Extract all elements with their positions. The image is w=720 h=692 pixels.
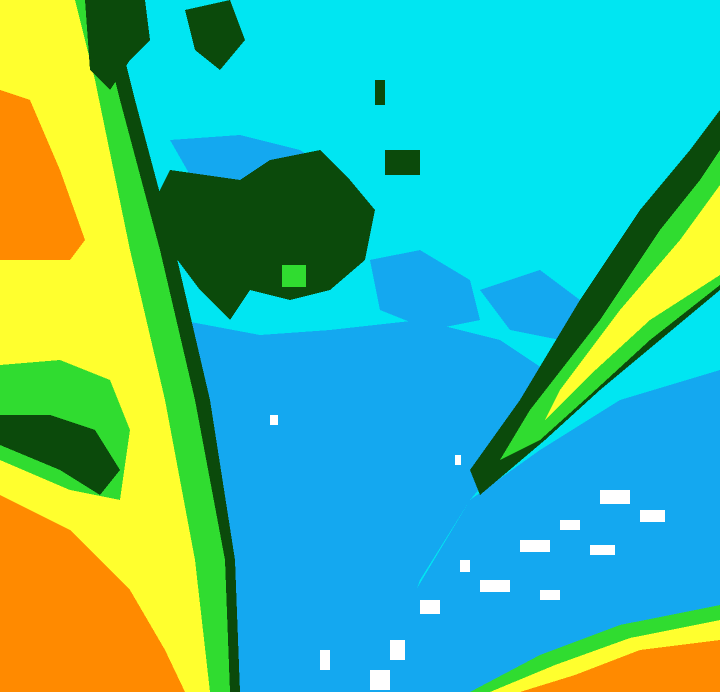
speckle	[370, 670, 390, 690]
dark-green-patch	[385, 150, 420, 175]
dark-green-band	[470, 110, 720, 495]
orange-region	[0, 495, 185, 692]
green-strip	[75, 0, 230, 692]
speckle	[480, 580, 510, 592]
speckle	[420, 600, 440, 614]
orange-region	[0, 90, 85, 260]
speckle	[455, 455, 461, 465]
speckle	[270, 415, 278, 425]
dark-green-blob	[150, 150, 375, 320]
green-patch	[282, 265, 306, 287]
blue-region	[370, 370, 720, 692]
speckle	[520, 540, 550, 552]
white-speckles	[270, 415, 665, 690]
green-band	[500, 150, 720, 460]
dark-green-blob	[0, 415, 120, 495]
orange-shore	[520, 640, 720, 692]
speckle	[460, 560, 470, 572]
dark-green-patch	[375, 80, 385, 105]
dark-green-patch	[185, 0, 245, 70]
dark-green-patch	[85, 0, 150, 90]
speckle	[640, 510, 665, 522]
speckle	[540, 590, 560, 600]
speckle	[590, 545, 615, 555]
speckle	[390, 640, 405, 660]
blue-patch	[370, 250, 480, 330]
speckle	[560, 520, 580, 530]
blue-patch	[480, 270, 580, 340]
speckle	[320, 650, 330, 670]
speckle	[600, 490, 630, 504]
yellow-band	[545, 185, 720, 420]
